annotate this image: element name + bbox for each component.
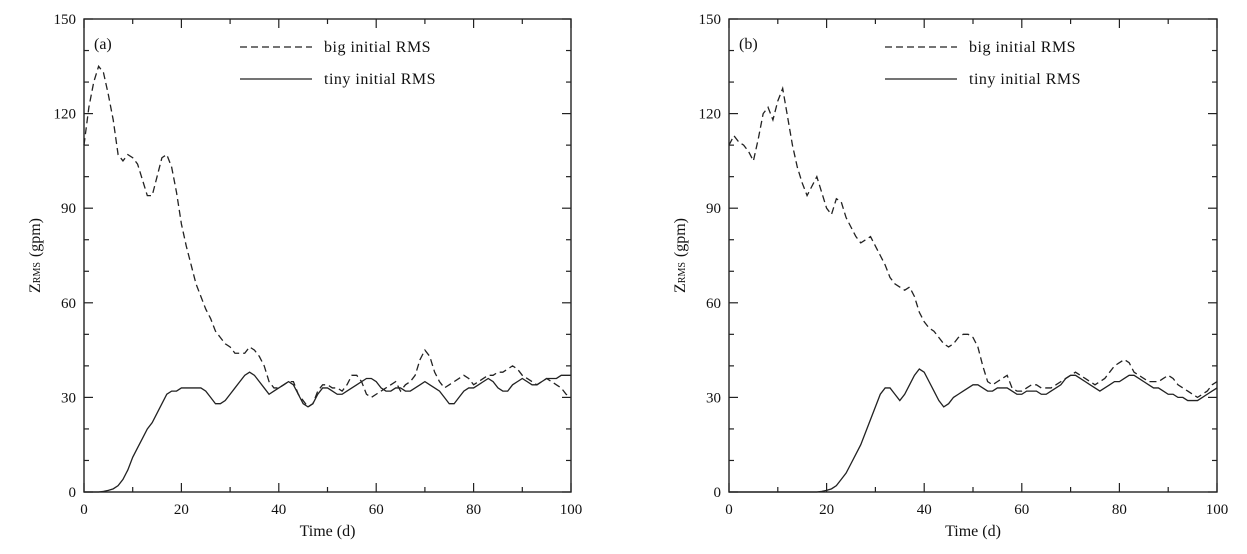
y-axis-title-main: Z <box>672 283 689 293</box>
legend-label: tiny initial RMS <box>969 71 1081 88</box>
x-tick-label: 100 <box>560 502 583 518</box>
plot-frame <box>83 18 572 493</box>
y-axis-title-sub: RMS <box>32 262 43 283</box>
series-line-big-initial-rms <box>83 64 572 408</box>
x-tick-label: 80 <box>1112 502 1127 518</box>
y-tick-label: 90 <box>706 201 721 217</box>
x-tick-label: 0 <box>725 502 733 518</box>
y-tick-label: 150 <box>54 12 77 28</box>
plot-frame <box>728 18 1218 493</box>
x-tick-label: 20 <box>174 502 189 518</box>
x-tick-label: 100 <box>1206 502 1229 518</box>
y-tick-label: 0 <box>69 485 77 501</box>
y-tick-label: 120 <box>699 107 722 123</box>
y-tick-label: 30 <box>706 390 721 406</box>
legend-label: big initial RMS <box>324 39 431 56</box>
y-axis-title: ZRMS (gpm) <box>27 218 44 293</box>
y-tick-label: 90 <box>61 201 76 217</box>
y-tick-label: 60 <box>706 296 721 312</box>
panel-label: (b) <box>739 36 758 53</box>
legend: big initial RMS tiny initial RMS <box>240 39 436 88</box>
x-axis-title: Time (d) <box>300 523 356 540</box>
y-tick-label: 60 <box>61 296 76 312</box>
y-axis-title-sub: RMS <box>677 262 688 283</box>
y-tick-label: 120 <box>54 107 77 123</box>
y-axis-title: ZRMS (gpm) <box>672 218 689 293</box>
x-tick-label: 20 <box>819 502 834 518</box>
x-tick-label: 60 <box>1014 502 1029 518</box>
y-tick-label: 30 <box>61 390 76 406</box>
y-axis-title-unit: (gpm) <box>27 218 44 257</box>
y-axis-title-main: Z <box>27 283 44 293</box>
x-tick-label: 60 <box>369 502 384 518</box>
legend-label: tiny initial RMS <box>324 71 436 88</box>
series-line-big-initial-rms <box>728 85 1218 399</box>
x-tick-label: 40 <box>917 502 932 518</box>
y-tick-label: 150 <box>699 12 722 28</box>
y-tick-label: 0 <box>714 485 722 501</box>
legend: big initial RMS tiny initial RMS <box>885 39 1081 88</box>
y-axis-title-unit: (gpm) <box>672 218 689 257</box>
series-line-tiny-initial-rms <box>84 371 571 493</box>
x-axis-title: Time (d) <box>945 523 1001 540</box>
x-tick-label: 40 <box>271 502 286 518</box>
x-tick-label: 80 <box>466 502 481 518</box>
panel-label: (a) <box>94 36 112 53</box>
legend-label: big initial RMS <box>969 39 1076 56</box>
x-tick-label: 0 <box>80 502 88 518</box>
chart-panel-b: 0 20 40 60 80 100 0 30 60 90 120 150 Time (d) ZRMS (gp… <box>672 12 1228 540</box>
series-line-tiny-initial-rms <box>729 368 1218 493</box>
chart-panel-a: 0 20 40 60 80 100 0 30 60 90 120 150 Time (d) ZRMS (gp… <box>27 12 582 540</box>
